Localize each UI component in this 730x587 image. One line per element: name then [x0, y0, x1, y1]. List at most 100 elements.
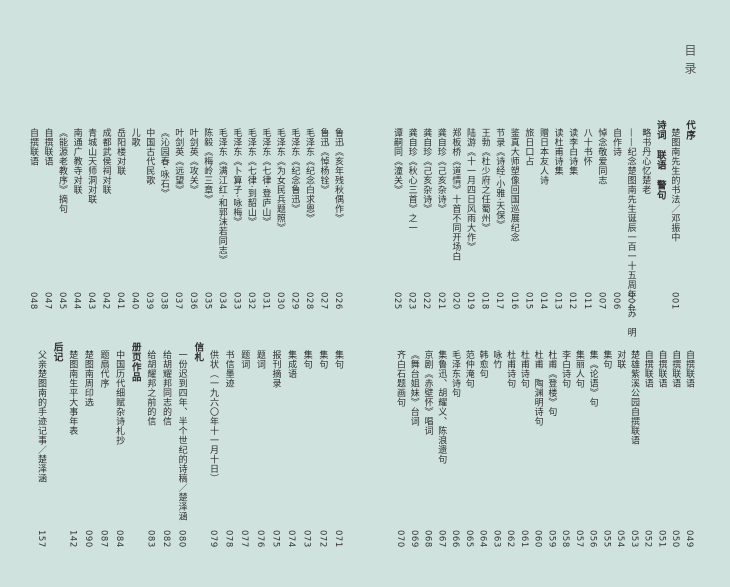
entry-title: 一份迟到四年、半个世纪的诗稿／楚泽涵 — [176, 350, 187, 521]
page-number: 071 — [333, 530, 343, 548]
page-number: 069 — [408, 530, 419, 548]
page-number: 054 — [615, 530, 626, 548]
page-number: 072 — [317, 530, 328, 548]
page-number: 065 — [463, 530, 474, 548]
page-number: 157 — [36, 530, 46, 548]
entry-title: 王勃《杜少府之任蜀州》 — [479, 128, 490, 233]
entry-title: 集《论语》句 — [587, 350, 598, 407]
entry-title: 读李白诗集 — [567, 128, 578, 176]
entry-title: 鉴真大师塑像回国巡展纪念 — [508, 128, 519, 242]
entry-title: 书信墨迹 — [223, 350, 234, 388]
page-number: 049 — [684, 530, 694, 548]
page-number: 050 — [670, 530, 681, 548]
page-number: 082 — [161, 530, 172, 548]
entry-title: 集句 — [601, 350, 612, 369]
entry-title: 集句 — [333, 350, 343, 369]
page-number: 077 — [239, 530, 250, 548]
page-number: 048 — [28, 292, 38, 310]
entry-title: 题词 — [254, 350, 265, 369]
entry-title: 陆游《十一月四日风雨大作》 — [465, 128, 475, 252]
entry-title: 自撰联语 — [684, 350, 694, 388]
page-number: 036 — [187, 292, 198, 310]
page-number: 084 — [114, 530, 125, 548]
entry-title: 父亲楚图南的手迹记事／楚泽涵 — [36, 350, 46, 483]
entry-title: 题词 — [239, 350, 250, 369]
page-number: 076 — [254, 530, 265, 548]
page-number: 029 — [289, 292, 300, 310]
section-heading: 后记 — [51, 342, 63, 362]
page-number: 087 — [98, 530, 109, 548]
entry-title: ——纪念楚图南先生诞辰一百一十五周年／苏 明 — [625, 128, 636, 337]
entry-title: 郑板桥《道情》十首不同开场白 — [450, 128, 461, 261]
page-number: 023 — [406, 292, 417, 310]
entry-title: 中国历代细赋杂诗札抄 — [114, 350, 125, 445]
entry-title: 杜甫诗句 — [505, 350, 516, 388]
page-number: 020 — [450, 292, 461, 310]
entry-title: 集鲁迅、胡耀义、陈浪遗句 — [436, 350, 447, 464]
entry-title: 楚图南先生的书法／邓振中 — [669, 128, 680, 242]
page-number: 043 — [86, 292, 97, 310]
page-number: 030 — [274, 292, 285, 310]
entry-title: 楚雄紫溪公园自撰联语 — [628, 350, 639, 445]
entry-title: 楚图南周印选 — [82, 350, 93, 407]
entry-title: 南通广教寺对联 — [71, 128, 82, 195]
page-number: 018 — [479, 292, 490, 310]
entry-title: 青城山天师洞对联 — [86, 128, 97, 204]
page-number: 013 — [552, 292, 563, 310]
toc-title: 目录 — [683, 44, 697, 80]
entry-title: 赠日本友人诗 — [538, 128, 548, 185]
entry-title: 鲁迅《亥年残秋偶作》 — [333, 128, 343, 223]
page-number: 080 — [176, 530, 187, 548]
entry-title: 自撰联语 — [28, 128, 38, 166]
page-number: 142 — [67, 530, 78, 548]
entry-title: 略书丹心忆楚老 — [640, 128, 651, 195]
page-number: 070 — [395, 530, 405, 548]
page-number: 059 — [546, 530, 557, 548]
page-number: 056 — [587, 530, 598, 548]
entry-title: 范仲淹句 — [463, 350, 474, 388]
entry-title: 集句 — [317, 350, 328, 369]
entry-title: 陈毅《梅岭三章》 — [202, 128, 213, 204]
entry-title: 李白诗句 — [560, 350, 571, 388]
page-number: 033 — [231, 292, 242, 310]
page-number: 047 — [42, 292, 53, 310]
entry-title: 岳阳楼对联 — [115, 128, 126, 176]
entry-title: 自撰联语 — [656, 350, 667, 388]
page-number: 015 — [523, 292, 534, 310]
page-number: 034 — [216, 292, 227, 310]
page-number: 083 — [145, 530, 156, 548]
page-number: 025 — [392, 292, 402, 310]
entry-title: 龚自珍《己亥杂诗》 — [421, 128, 432, 214]
page-number: 007 — [596, 292, 607, 310]
page-number: 062 — [505, 530, 516, 548]
entry-title: 自撰联语 — [42, 128, 53, 166]
page-number: 074 — [286, 530, 297, 548]
entry-title: 毛泽东《纪念白求恩》 — [303, 128, 314, 223]
page-number: 014 — [538, 292, 548, 310]
entry-title: 自作诗 — [611, 128, 621, 157]
page-number: 012 — [567, 292, 578, 310]
page-number: 017 — [494, 292, 505, 310]
entry-title: 自撰联语 — [642, 350, 653, 388]
page-number: 064 — [477, 530, 488, 548]
page-number: 021 — [435, 292, 446, 310]
entry-title: 京剧《赤壁怀》唱词 — [422, 350, 433, 436]
entry-title: 龚自珍《秋心三首》之一 — [406, 128, 417, 233]
page-number: 032 — [245, 292, 256, 310]
page-number: 045 — [57, 292, 68, 310]
page-number: 028 — [303, 292, 314, 310]
page-number: 038 — [158, 292, 169, 310]
page-number: 090 — [82, 530, 93, 548]
page-number: 031 — [260, 292, 271, 310]
entry-title: 叶剑英《远望》 — [173, 128, 184, 195]
page-number: 037 — [173, 292, 184, 310]
page-number: 052 — [642, 530, 653, 548]
entry-title: 毛泽东《七律·到韶山》 — [245, 128, 256, 227]
page-number: 067 — [436, 530, 447, 548]
entry-title: 《舞台姐妹》台词 — [408, 350, 419, 426]
entry-title: 鲁迅《悼杨铨》 — [318, 128, 329, 195]
page-number: 022 — [421, 292, 432, 310]
entry-title: 报刊摘录 — [270, 350, 281, 388]
page-number: 026 — [333, 292, 343, 310]
